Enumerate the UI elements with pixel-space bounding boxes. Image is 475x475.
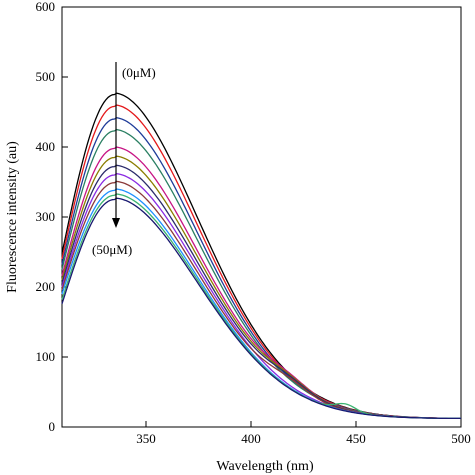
series-line xyxy=(61,146,461,420)
series-lines xyxy=(61,92,461,420)
x-tick-label: 350 xyxy=(136,431,156,446)
axis-ticks: 350 400 450 500 0 100 200 300 400 500 600 xyxy=(36,0,471,446)
series-line xyxy=(61,180,461,420)
series-line xyxy=(61,164,461,420)
y-tick-label: 300 xyxy=(36,209,56,224)
series-line xyxy=(61,117,461,420)
series-line xyxy=(61,104,461,420)
x-tick-label: 500 xyxy=(451,431,471,446)
series-line xyxy=(61,193,461,420)
x-tick-label: 450 xyxy=(346,431,366,446)
series-line xyxy=(61,188,461,420)
y-tick-label: 100 xyxy=(36,349,56,364)
y-tick-label: 200 xyxy=(36,279,56,294)
x-tick-label: 400 xyxy=(241,431,261,446)
series-line xyxy=(61,173,461,420)
y-tick-label: 400 xyxy=(36,139,56,154)
start-concentration-label: (0μM) xyxy=(122,65,156,80)
y-tick-label: 0 xyxy=(49,419,56,434)
end-concentration-label: (50μM) xyxy=(92,242,132,257)
y-tick-label: 500 xyxy=(36,69,56,84)
y-tick-label: 600 xyxy=(36,0,56,14)
arrow-head xyxy=(112,218,120,228)
y-axis-label: Fluorescence intensity (au) xyxy=(5,141,20,293)
quench-arrow xyxy=(112,62,120,228)
series-line xyxy=(61,197,461,420)
series-line xyxy=(61,128,461,420)
x-axis-label: Wavelength (nm) xyxy=(216,459,314,474)
